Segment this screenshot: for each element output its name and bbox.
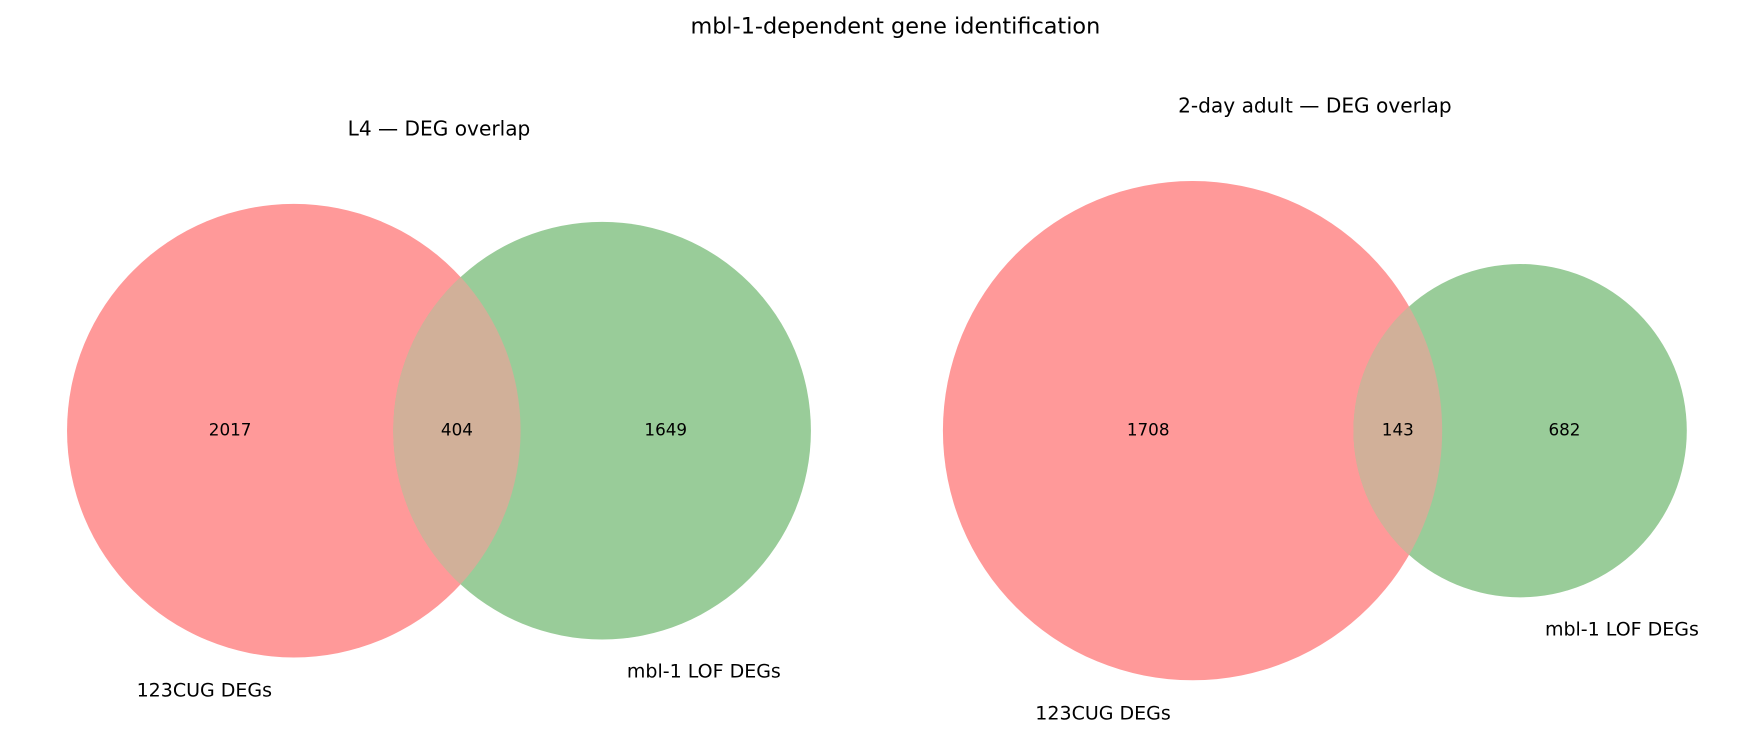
- set-label: mbl-1 LOF DEGs: [627, 660, 781, 682]
- set-circle: [1353, 264, 1687, 598]
- region-label: 2017: [209, 420, 252, 440]
- overlap-region: [393, 277, 521, 585]
- figure-title: mbl-1-dependent gene identification: [690, 13, 1100, 39]
- region-label: 1649: [644, 420, 687, 440]
- chart-title: 2-day adult — DEG overlap: [1178, 94, 1452, 118]
- region-label: 404: [441, 420, 473, 440]
- overlap-region: [1353, 306, 1443, 555]
- region-label: 682: [1548, 420, 1580, 440]
- region-label: 143: [1382, 420, 1414, 440]
- chart-title: L4 — DEG overlap: [348, 117, 531, 141]
- set-label: mbl-1 LOF DEGs: [1545, 618, 1699, 640]
- set-label: 123CUG DEGs: [137, 679, 272, 701]
- region-label: 1708: [1127, 420, 1170, 440]
- set-label: 123CUG DEGs: [1035, 702, 1170, 724]
- set-circle: [942, 181, 1443, 681]
- set-circle: [393, 221, 811, 640]
- set-circle: [67, 203, 521, 658]
